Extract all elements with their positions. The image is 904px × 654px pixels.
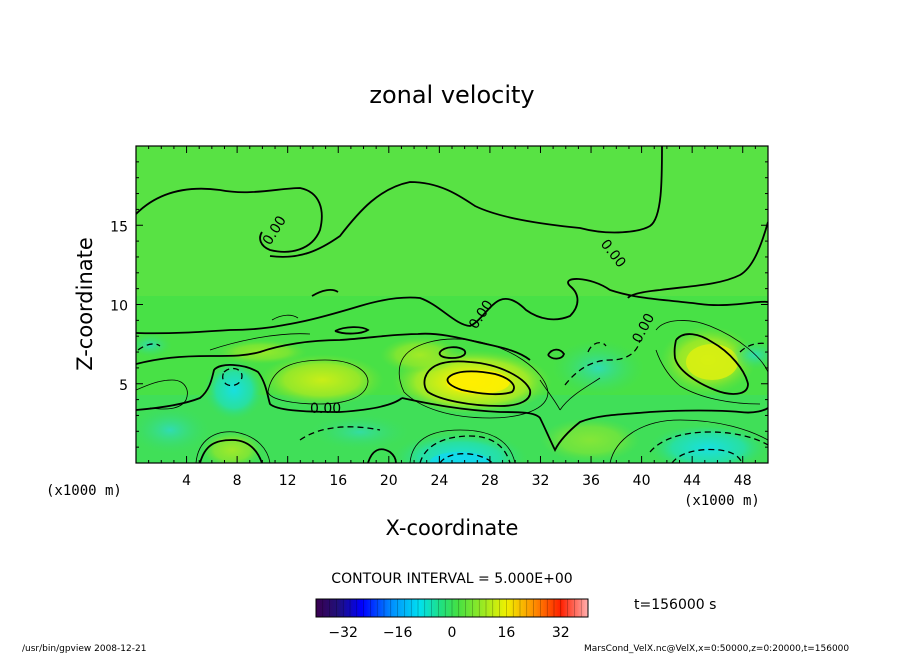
max-blob-28-core (446, 370, 510, 394)
min-blob-2 (136, 333, 172, 357)
contour-10-max-28 (423, 360, 532, 407)
contour-zero-low (136, 364, 403, 413)
contour-thin-4 (655, 320, 768, 373)
x-unit-left: (x1000 m) (46, 483, 122, 499)
x-unit-right: (x1000 m) (684, 493, 760, 509)
x-tick-label: 32 (532, 473, 550, 489)
contour-thin-7 (209, 333, 311, 351)
contour-neg-8-low (222, 367, 243, 387)
contour-thin-12 (271, 314, 299, 321)
contour-max-23 (438, 346, 467, 359)
contour-zero-upper (136, 187, 323, 253)
x-tick-label: 48 (734, 473, 752, 489)
min-blob-5 (136, 406, 210, 454)
contour-lines-positive (311, 289, 749, 407)
colorbar-tick-label: 0 (448, 625, 457, 641)
upper-band (136, 146, 768, 296)
colorbar-ticks: −32 −16 0 16 32 (322, 599, 582, 641)
contour-thin-1 (136, 379, 188, 410)
contour-zero-low-2 (401, 397, 768, 453)
x-tick-label: 4 (182, 473, 191, 489)
contour-neg-44-core (671, 448, 743, 463)
x-tick-label: 8 (233, 473, 242, 489)
x-tick-label: 24 (430, 473, 448, 489)
y-axis-label: Z-coordinate (73, 237, 97, 371)
y-axis: 5 10 15 (110, 161, 768, 448)
contour-zero-layer (136, 332, 531, 365)
contour-15-max-28 (446, 370, 515, 396)
x-tick-label: 44 (683, 473, 701, 489)
contour-neg-48 (739, 342, 768, 353)
contour-neg-36 (587, 341, 607, 353)
min-blob-22 (310, 414, 410, 450)
contour-thin-2 (267, 359, 369, 405)
contour-field: 0.00 0.00 0.00 0.00 0.00 (136, 146, 768, 463)
colorbar (315, 598, 589, 618)
contour-thin-11 (409, 429, 516, 463)
colorbar-tick-label: 32 (552, 625, 570, 641)
contour-interval: CONTOUR INTERVAL = 5.000E+00 (331, 571, 572, 587)
min-blob-26 (392, 432, 528, 463)
min-blob-8 (204, 360, 264, 420)
min-blob-26-core (430, 452, 490, 463)
contour-neg-26-low (419, 435, 511, 463)
contour-neg-36-2 (564, 339, 641, 386)
contour-thin-6 (559, 377, 601, 411)
y-tick-label: 15 (110, 219, 128, 235)
contour-zero-bottom (199, 439, 263, 463)
warm-patch-32 (540, 418, 640, 462)
x-tick-label: 40 (633, 473, 651, 489)
x-axis-label: X-coordinate (386, 516, 519, 540)
time-label: t=156000 s (634, 597, 716, 613)
min-blob-44 (648, 424, 768, 463)
contour-positive-small-1 (547, 348, 565, 360)
contour-neg-2 (137, 343, 161, 351)
footer-left: /usr/bin/gpview 2008-12-21 (22, 644, 146, 654)
contour-neg-44-low (649, 431, 768, 453)
colorbar-tick-label: −32 (328, 625, 358, 641)
max-blob-44-core (686, 344, 738, 380)
y-tick-label: 10 (110, 299, 128, 315)
max-blob-15 (260, 354, 384, 406)
x-tick-label: 28 (481, 473, 499, 489)
contour-thin-3 (398, 338, 549, 419)
contour-neg-20 (299, 426, 381, 441)
contour-thin-9 (195, 431, 271, 463)
contour-lines-zero (136, 146, 768, 463)
min-blob-48 (730, 340, 768, 370)
colorbar-tick-label: 16 (497, 625, 515, 641)
x-tick-label: 16 (329, 473, 347, 489)
contour-thin-8 (539, 379, 561, 411)
contour-zero-bottom-2 (367, 448, 397, 463)
contour-thin-5 (655, 349, 761, 405)
contour-positive-small-3 (311, 289, 339, 297)
contour-label-5: 0.00 (310, 401, 341, 417)
footer-right: MarsCond_VelX.nc@VelX,x=0:50000,z=0:2000… (584, 644, 849, 654)
warm-patch-8 (202, 432, 262, 463)
x-tick-label: 36 (582, 473, 600, 489)
contour-zero-right (627, 221, 768, 299)
max-blob-23 (380, 337, 460, 373)
contour-zero-upper-2 (269, 146, 663, 258)
y-tick-label: 5 (119, 378, 128, 394)
contour-zero-mid (136, 278, 768, 335)
contour-positive-small-2 (334, 326, 370, 335)
x-tick-label: 20 (380, 473, 398, 489)
contour-thin-10 (609, 419, 768, 463)
x-tick-label: 12 (279, 473, 297, 489)
colorbar-tick-label: −16 (383, 625, 413, 641)
chart-title: zonal velocity (369, 81, 534, 109)
min-blob-36 (552, 340, 644, 396)
contour-lines-thin (136, 314, 768, 463)
contour-10-max-44 (673, 333, 749, 395)
x-axis: 4 8 12 16 20 24 28 32 36 40 44 48 (148, 146, 756, 489)
